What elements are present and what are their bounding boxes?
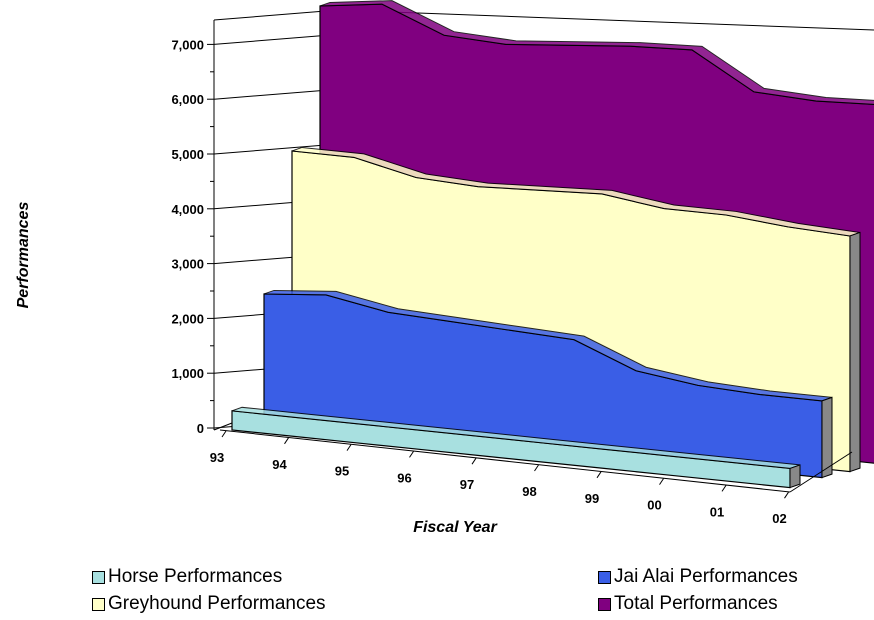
series-end-cap bbox=[821, 396, 833, 479]
legend-swatch-total bbox=[598, 597, 611, 611]
legend-swatch-greyhound bbox=[92, 597, 105, 611]
y-tick-label: 3,000 bbox=[171, 257, 204, 272]
x-tick-mark bbox=[471, 457, 477, 465]
x-tick-mark bbox=[221, 430, 227, 438]
x-tick-label: 97 bbox=[460, 477, 474, 492]
y-tick-label: 2,000 bbox=[171, 311, 204, 326]
y-axis: 0 1,000 2,000 3,000 4,000 5,000 6,000 7,000 bbox=[171, 33, 339, 436]
x-tick-label: 01 bbox=[710, 504, 724, 519]
x-tick-mark bbox=[659, 478, 664, 485]
y-tick-label: 0 bbox=[197, 421, 204, 436]
series-ridge bbox=[319, 0, 874, 105]
x-tick-mark bbox=[284, 437, 289, 445]
y-gridline bbox=[213, 143, 339, 155]
legend-label-greyhound: Greyhound Performances bbox=[108, 593, 326, 614]
y-axis-title: Performances bbox=[15, 202, 32, 309]
legend-item-total: Total Performances bbox=[598, 593, 778, 615]
legend-item-horse: Horse Performances bbox=[92, 566, 282, 588]
legend-swatch-jai-alai bbox=[598, 570, 611, 584]
legend-label-horse: Horse Performances bbox=[108, 566, 283, 587]
y-tick-label: 7,000 bbox=[171, 37, 204, 52]
x-tick-mark bbox=[596, 471, 602, 479]
legend-label-jai-alai: Jai Alai Performances bbox=[614, 566, 798, 587]
y-tick-label: 4,000 bbox=[171, 202, 204, 217]
legend-item-jai-alai: Jai Alai Performances bbox=[598, 566, 798, 588]
y-tick-label: 5,000 bbox=[171, 147, 204, 162]
x-tick-label: 94 bbox=[272, 457, 287, 472]
floor-edge bbox=[213, 422, 233, 431]
legend: Horse Performances Jai Alai Performances… bbox=[86, 560, 866, 620]
x-tick-mark bbox=[721, 485, 727, 492]
x-tick-mark bbox=[534, 464, 539, 472]
y-tick-label: 6,000 bbox=[171, 92, 204, 107]
x-tick-mark bbox=[784, 491, 789, 499]
back-wall-top-edge bbox=[213, 9, 339, 21]
x-axis: 93 94 95 96 97 98 99 00 01 02 bbox=[210, 429, 853, 526]
y-tick-label: 1,000 bbox=[171, 366, 204, 381]
legend-item-greyhound: Greyhound Performances bbox=[92, 593, 326, 615]
x-axis-line bbox=[219, 429, 791, 493]
x-tick-label: 00 bbox=[647, 498, 661, 513]
legend-label-total: Total Performances bbox=[614, 593, 778, 614]
x-tick-label: 98 bbox=[522, 484, 536, 499]
x-tick-mark bbox=[409, 451, 414, 458]
x-tick-label: 96 bbox=[397, 470, 411, 485]
legend-swatch-horse bbox=[92, 570, 105, 584]
y-gridline bbox=[213, 88, 339, 100]
series-layers bbox=[231, 0, 874, 489]
back-wall-top-right bbox=[337, 9, 874, 31]
series-end-cap bbox=[849, 231, 861, 473]
floor-right-edge bbox=[789, 451, 853, 493]
x-tick-label: 99 bbox=[585, 491, 599, 506]
y-gridline bbox=[213, 33, 339, 45]
series-end-cap bbox=[789, 464, 801, 489]
x-tick-label: 95 bbox=[335, 464, 349, 479]
x-tick-label: 02 bbox=[772, 511, 786, 526]
x-tick-mark bbox=[346, 444, 352, 451]
x-tick-label: 93 bbox=[210, 450, 224, 465]
x-axis-title: Fiscal Year bbox=[413, 519, 497, 536]
